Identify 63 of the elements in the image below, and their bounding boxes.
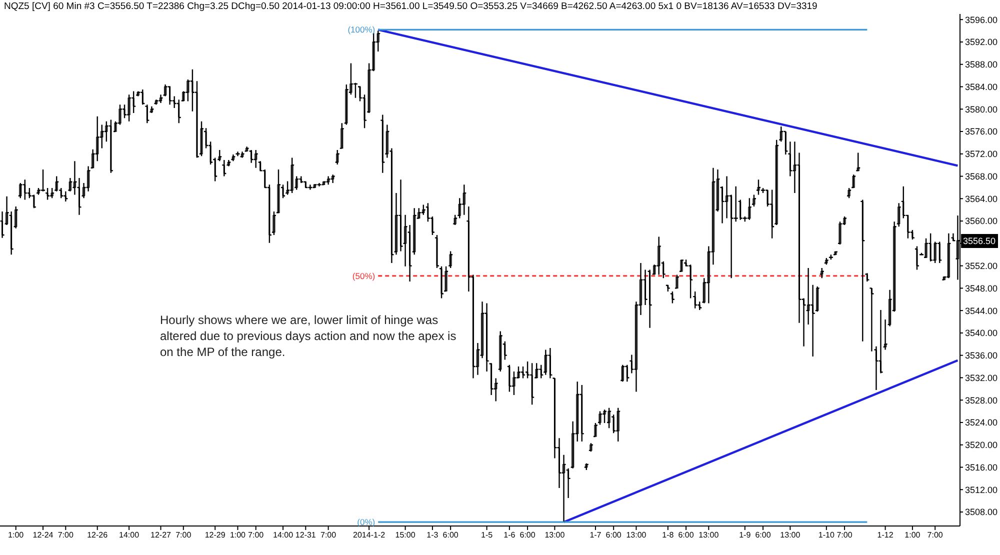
- x-tick-label: 13:00: [698, 530, 720, 540]
- x-tick-label: 7:00: [320, 530, 337, 540]
- x-tick-label: 7:00: [927, 530, 944, 540]
- x-tick-label: 12-31: [295, 530, 316, 540]
- x-tick-label: 1-7: [590, 530, 602, 540]
- y-tick-label: 3544.00: [965, 306, 998, 316]
- annotation: Hourly shows where we are, lower limit of hinge was altered due to previous days action and now the apex is on the MP of the range.: [160, 312, 458, 360]
- y-tick-label: 3540.00: [965, 328, 998, 338]
- y-tick-label: 3572.00: [965, 149, 998, 160]
- y-tick-label: 3536.00: [965, 350, 998, 361]
- series-label: (100%): [348, 24, 376, 35]
- y-tick-label: 3584.00: [965, 82, 998, 92]
- y-tick-label: 3528.00: [965, 395, 998, 406]
- x-tick-label: 1-6: [504, 530, 516, 540]
- y-tick-label: 3524.00: [965, 418, 998, 428]
- y-tick-label: 3520.00: [965, 440, 998, 450]
- x-tick-label: 6:00: [755, 530, 772, 540]
- x-tick-label: 12-24: [32, 530, 54, 540]
- x-tick-label: 1-12: [877, 530, 894, 540]
- x-tick-label: 13:00: [626, 530, 647, 540]
- x-tick-label: 7:00: [58, 530, 74, 540]
- y-tick-label: 3516.00: [965, 462, 998, 472]
- y-tick-label: 3564.00: [965, 194, 998, 204]
- y-tick-label: 3576.00: [965, 126, 998, 137]
- x-tick-label: 7:00: [248, 530, 264, 540]
- y-tick-label: 3552.00: [965, 261, 998, 271]
- x-tick-label: 1-5: [481, 530, 494, 540]
- y-tick-label: 3560.00: [965, 216, 998, 226]
- chart-title: NQZ5 [CV] 60 Min #3 C=3556.50 T=22386 Chg=3.25 DChg=0.50 2014-01-13 09:00:00 H=3561.00 L=3549.50 O=3553.25 V=34669 B=4262.50 A=4263.00 5x1 0 BV=18136 AV=16533 DV=3319: [4, 1, 818, 12]
- x-tick-label: 14:00: [119, 530, 140, 540]
- y-tick-label: 3580.00: [965, 104, 998, 114]
- x-tick-label: 14:00: [273, 530, 294, 540]
- x-tick-label: 13:00: [544, 530, 566, 540]
- x-tick-label: 1:00: [904, 530, 921, 540]
- x-tick-label: 6:00: [442, 530, 459, 540]
- x-tick-label: 1-10: [818, 530, 835, 540]
- x-tick-label: 6:00: [678, 530, 694, 540]
- x-tick-label: 13:00: [780, 530, 801, 540]
- x-tick-label: 1:00: [8, 530, 24, 540]
- x-tick-label: 6:00: [520, 530, 536, 540]
- x-tick-label: 2014-1-2: [353, 530, 386, 540]
- y-tick-label: 3588.00: [965, 60, 998, 70]
- series-label: (50%): [352, 270, 376, 281]
- series-label: (0%): [357, 517, 376, 528]
- y-tick-label: 3568.00: [965, 171, 998, 182]
- x-tick-label: 12-29: [204, 530, 226, 540]
- y-tick-label: 3508.00: [965, 507, 998, 518]
- y-tick-label: 3548.00: [965, 283, 998, 294]
- y-tick-label: 3596.00: [965, 14, 998, 25]
- annotation: 3556.50: [961, 234, 998, 248]
- x-tick-label: 1-8: [662, 530, 674, 540]
- y-tick-label: 3512.00: [965, 484, 998, 495]
- x-tick-label: 12-27: [150, 530, 172, 540]
- x-tick-label: 15:00: [395, 530, 416, 540]
- y-tick-label: 3532.00: [965, 372, 998, 383]
- x-tick-label: 7:00: [176, 530, 192, 540]
- x-tick-label: 1-9: [739, 530, 752, 540]
- x-tick-label: 6:00: [606, 530, 622, 540]
- x-tick-label: 1-3: [426, 530, 439, 540]
- y-tick-label: 3592.00: [965, 37, 998, 48]
- x-tick-label: 7:00: [836, 530, 853, 540]
- x-tick-label: 1:00: [230, 530, 246, 540]
- x-tick-label: 12-26: [87, 530, 108, 540]
